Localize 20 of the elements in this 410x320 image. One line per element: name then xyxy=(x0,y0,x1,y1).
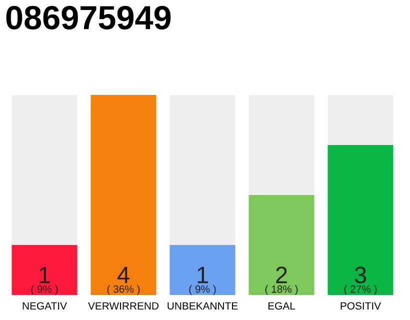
x-tick-label: EGAL xyxy=(268,302,296,310)
data-label: 3 ( 27% ) xyxy=(344,266,377,295)
bar xyxy=(12,245,78,295)
x-tick-label: NEGATIV xyxy=(22,302,67,310)
bar xyxy=(248,195,314,295)
bar xyxy=(170,95,236,245)
bar xyxy=(90,95,156,295)
data-label: 1 ( 9% ) xyxy=(31,266,58,295)
bar xyxy=(170,245,236,295)
data-label: 1 ( 9% ) xyxy=(189,266,216,295)
x-tick-label: POSITIV xyxy=(340,302,382,310)
chart-title: 086975949 xyxy=(6,6,171,30)
x-tick-label: VERWIRREND xyxy=(88,302,158,310)
x-tick-label: UNBEKANNTE xyxy=(168,302,238,310)
data-label: 2 ( 18% ) xyxy=(265,266,298,295)
data-label: 4 ( 36% ) xyxy=(107,266,140,295)
bar xyxy=(248,95,314,195)
bar xyxy=(328,95,394,145)
bar xyxy=(12,95,78,245)
bar xyxy=(328,145,394,295)
